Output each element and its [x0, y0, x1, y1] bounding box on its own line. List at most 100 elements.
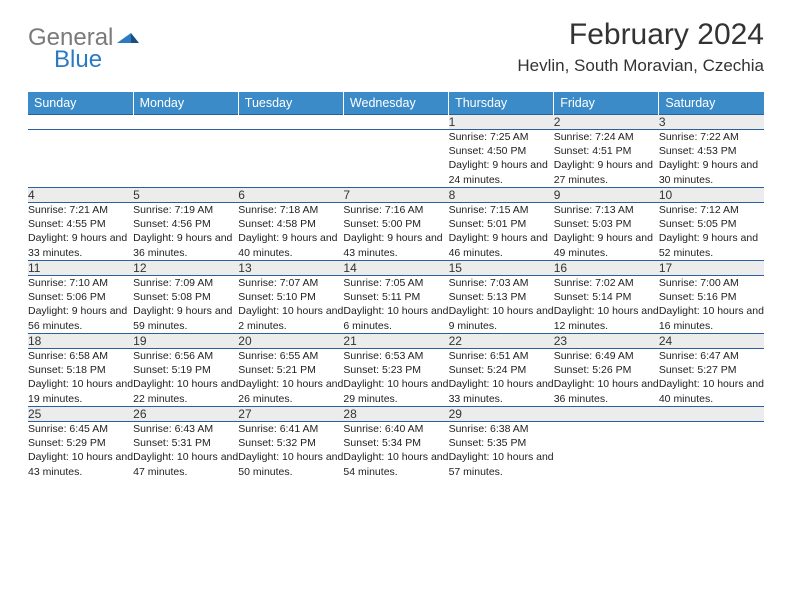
day-content-cell: Sunrise: 6:47 AMSunset: 5:27 PMDaylight:… [659, 349, 764, 407]
sunset-text: Sunset: 5:05 PM [659, 217, 764, 231]
sunset-text: Sunset: 5:11 PM [343, 290, 448, 304]
sunset-text: Sunset: 4:53 PM [659, 144, 764, 158]
sunset-text: Sunset: 5:29 PM [28, 436, 133, 450]
sunrise-text: Sunrise: 6:40 AM [343, 422, 448, 436]
weekday-header: Wednesday [343, 92, 448, 115]
sunset-text: Sunset: 5:35 PM [449, 436, 554, 450]
day-content-cell: Sunrise: 7:16 AMSunset: 5:00 PMDaylight:… [343, 203, 448, 261]
weekday-header: Thursday [449, 92, 554, 115]
daylight-text: Daylight: 9 hours and 33 minutes. [28, 231, 133, 259]
sunset-text: Sunset: 5:14 PM [554, 290, 659, 304]
daylight-text: Daylight: 9 hours and 52 minutes. [659, 231, 764, 259]
location: Hevlin, South Moravian, Czechia [517, 56, 764, 76]
day-number-cell: 24 [659, 334, 764, 349]
day-number-cell: 19 [133, 334, 238, 349]
day-number-cell: 22 [449, 334, 554, 349]
daylight-text: Daylight: 9 hours and 49 minutes. [554, 231, 659, 259]
sunrise-text: Sunrise: 7:03 AM [449, 276, 554, 290]
day-content-cell: Sunrise: 7:07 AMSunset: 5:10 PMDaylight:… [238, 276, 343, 334]
weekday-header: Friday [554, 92, 659, 115]
daylight-text: Daylight: 10 hours and 26 minutes. [238, 377, 343, 405]
sunrise-text: Sunrise: 7:00 AM [659, 276, 764, 290]
content-row: Sunrise: 6:45 AMSunset: 5:29 PMDaylight:… [28, 422, 764, 480]
sunset-text: Sunset: 5:21 PM [238, 363, 343, 377]
day-content-cell: Sunrise: 6:49 AMSunset: 5:26 PMDaylight:… [554, 349, 659, 407]
daylight-text: Daylight: 9 hours and 43 minutes. [343, 231, 448, 259]
sunset-text: Sunset: 5:31 PM [133, 436, 238, 450]
day-number-cell: 27 [238, 407, 343, 422]
sunset-text: Sunset: 4:55 PM [28, 217, 133, 231]
content-row: Sunrise: 7:21 AMSunset: 4:55 PMDaylight:… [28, 203, 764, 261]
content-row: Sunrise: 6:58 AMSunset: 5:18 PMDaylight:… [28, 349, 764, 407]
sunset-text: Sunset: 5:18 PM [28, 363, 133, 377]
sunrise-text: Sunrise: 6:53 AM [343, 349, 448, 363]
day-content-cell: Sunrise: 7:19 AMSunset: 4:56 PMDaylight:… [133, 203, 238, 261]
sunrise-text: Sunrise: 6:56 AM [133, 349, 238, 363]
sunset-text: Sunset: 5:32 PM [238, 436, 343, 450]
day-content-cell: Sunrise: 6:53 AMSunset: 5:23 PMDaylight:… [343, 349, 448, 407]
daylight-text: Daylight: 9 hours and 56 minutes. [28, 304, 133, 332]
sunset-text: Sunset: 5:16 PM [659, 290, 764, 304]
weekday-header: Tuesday [238, 92, 343, 115]
sunrise-text: Sunrise: 7:02 AM [554, 276, 659, 290]
sunrise-text: Sunrise: 7:07 AM [238, 276, 343, 290]
daylight-text: Daylight: 10 hours and 9 minutes. [449, 304, 554, 332]
day-content-cell: Sunrise: 6:38 AMSunset: 5:35 PMDaylight:… [449, 422, 554, 480]
calendar-table: SundayMondayTuesdayWednesdayThursdayFrid… [28, 92, 764, 480]
sunset-text: Sunset: 5:03 PM [554, 217, 659, 231]
sunrise-text: Sunrise: 7:10 AM [28, 276, 133, 290]
day-content-cell: Sunrise: 7:05 AMSunset: 5:11 PMDaylight:… [343, 276, 448, 334]
sunrise-text: Sunrise: 7:21 AM [28, 203, 133, 217]
daylight-text: Daylight: 10 hours and 57 minutes. [449, 450, 554, 478]
sunrise-text: Sunrise: 6:55 AM [238, 349, 343, 363]
day-number-cell: 8 [449, 188, 554, 203]
day-content-cell: Sunrise: 7:25 AMSunset: 4:50 PMDaylight:… [449, 130, 554, 188]
daylight-text: Daylight: 9 hours and 46 minutes. [449, 231, 554, 259]
sunset-text: Sunset: 5:19 PM [133, 363, 238, 377]
daylight-text: Daylight: 9 hours and 24 minutes. [449, 158, 554, 186]
day-content-cell: Sunrise: 6:41 AMSunset: 5:32 PMDaylight:… [238, 422, 343, 480]
day-content-cell [238, 130, 343, 188]
day-number-cell: 2 [554, 115, 659, 130]
sunset-text: Sunset: 5:27 PM [659, 363, 764, 377]
day-number-cell: 13 [238, 261, 343, 276]
day-number-cell: 29 [449, 407, 554, 422]
day-number-cell: 18 [28, 334, 133, 349]
sunrise-text: Sunrise: 6:41 AM [238, 422, 343, 436]
sunrise-text: Sunrise: 7:18 AM [238, 203, 343, 217]
sunrise-text: Sunrise: 7:24 AM [554, 130, 659, 144]
calendar-head: SundayMondayTuesdayWednesdayThursdayFrid… [28, 92, 764, 115]
daylight-text: Daylight: 10 hours and 29 minutes. [343, 377, 448, 405]
day-number-cell [238, 115, 343, 130]
daynum-row: 2526272829 [28, 407, 764, 422]
day-content-cell [343, 130, 448, 188]
sunset-text: Sunset: 5:10 PM [238, 290, 343, 304]
daylight-text: Daylight: 10 hours and 43 minutes. [28, 450, 133, 478]
sunrise-text: Sunrise: 6:49 AM [554, 349, 659, 363]
day-number-cell: 5 [133, 188, 238, 203]
day-number-cell [133, 115, 238, 130]
day-content-cell [659, 422, 764, 480]
day-number-cell: 16 [554, 261, 659, 276]
sunset-text: Sunset: 5:13 PM [449, 290, 554, 304]
day-number-cell: 4 [28, 188, 133, 203]
month-title: February 2024 [517, 18, 764, 52]
day-number-cell [659, 407, 764, 422]
sunrise-text: Sunrise: 6:43 AM [133, 422, 238, 436]
sunrise-text: Sunrise: 7:09 AM [133, 276, 238, 290]
daylight-text: Daylight: 10 hours and 22 minutes. [133, 377, 238, 405]
daylight-text: Daylight: 9 hours and 27 minutes. [554, 158, 659, 186]
day-content-cell: Sunrise: 7:18 AMSunset: 4:58 PMDaylight:… [238, 203, 343, 261]
sunrise-text: Sunrise: 6:38 AM [449, 422, 554, 436]
day-number-cell: 25 [28, 407, 133, 422]
sunset-text: Sunset: 5:34 PM [343, 436, 448, 450]
day-number-cell: 11 [28, 261, 133, 276]
day-content-cell: Sunrise: 6:45 AMSunset: 5:29 PMDaylight:… [28, 422, 133, 480]
day-content-cell: Sunrise: 7:13 AMSunset: 5:03 PMDaylight:… [554, 203, 659, 261]
day-content-cell: Sunrise: 6:56 AMSunset: 5:19 PMDaylight:… [133, 349, 238, 407]
weekday-header: Monday [133, 92, 238, 115]
weekday-header: Sunday [28, 92, 133, 115]
daynum-row: 123 [28, 115, 764, 130]
daylight-text: Daylight: 9 hours and 30 minutes. [659, 158, 764, 186]
sunset-text: Sunset: 5:24 PM [449, 363, 554, 377]
